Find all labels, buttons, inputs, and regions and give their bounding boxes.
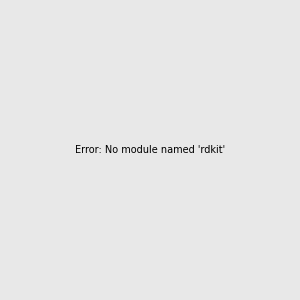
- Text: Error: No module named 'rdkit': Error: No module named 'rdkit': [75, 145, 225, 155]
